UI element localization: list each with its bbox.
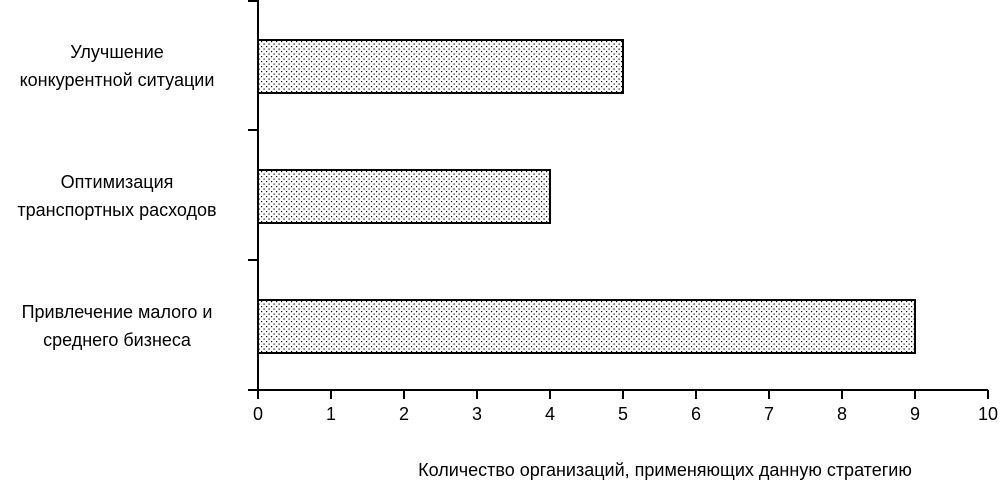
- bar: [257, 39, 624, 94]
- x-tick-label: 9: [910, 404, 920, 424]
- x-tick-label: 2: [399, 404, 409, 424]
- x-tick-label: 8: [837, 404, 847, 424]
- y-axis-ticks: [248, 0, 258, 391]
- y-tick-label: Улучшение конкурентной ситуации: [19, 42, 215, 90]
- x-tick-label: 3: [472, 404, 482, 424]
- y-tick-label: Оптимизация транспортных расходов: [17, 172, 217, 220]
- bar: [257, 169, 551, 224]
- x-tick-label: 4: [545, 404, 555, 424]
- x-tick-label: 0: [253, 404, 263, 424]
- x-tick-label: 10: [978, 404, 998, 424]
- bar: [257, 299, 916, 354]
- x-tick-label: 1: [326, 404, 336, 424]
- x-tick-label: 5: [618, 404, 628, 424]
- x-tick-label: 6: [691, 404, 701, 424]
- y-tick-label: Привлечение малого и среднего бизнеса: [21, 302, 213, 350]
- x-axis-label: Количество организаций, применяющих данн…: [418, 460, 912, 480]
- x-tick-label: 7: [764, 404, 774, 424]
